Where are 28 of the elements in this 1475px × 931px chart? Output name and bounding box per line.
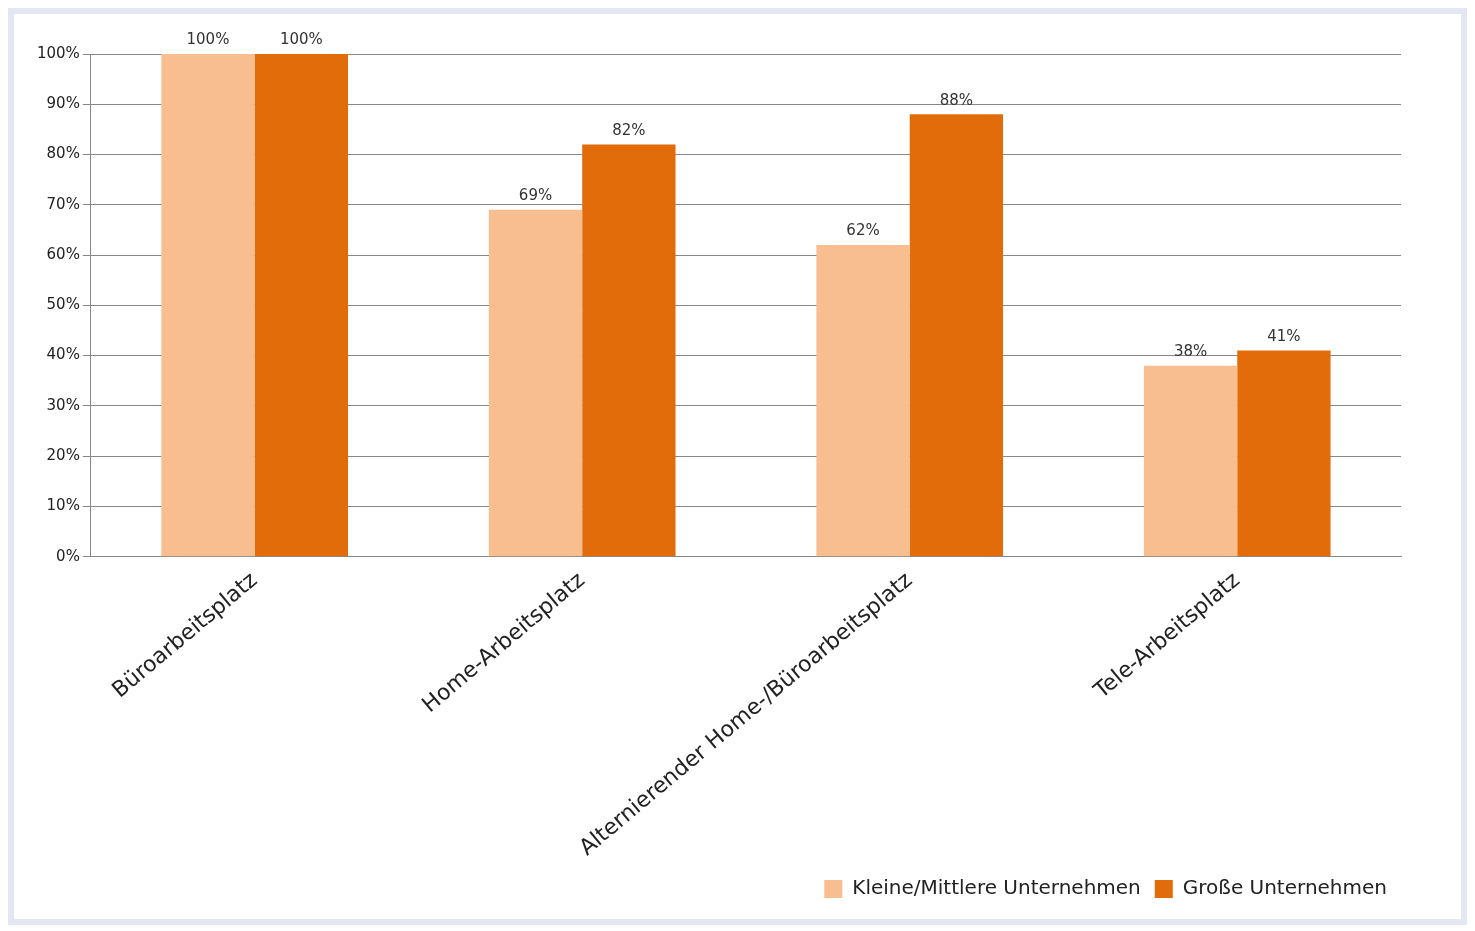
bar	[909, 114, 1004, 557]
y-tick-label: 100%	[36, 43, 80, 62]
y-tick-label: 10%	[46, 496, 80, 515]
legend-label: Kleine/Mittlere Unternehmen	[852, 875, 1141, 900]
data-label: 82%	[612, 120, 646, 139]
bar	[161, 54, 255, 557]
bar	[254, 54, 348, 557]
data-label: 88%	[939, 90, 974, 109]
data-label: 100%	[279, 30, 323, 49]
y-tick-label: 0%	[56, 546, 80, 565]
y-tick-label: 60%	[46, 244, 80, 263]
legend-label: Große Unternehmen	[1182, 875, 1388, 900]
y-tick-label: 40%	[46, 345, 80, 364]
data-label: 62%	[846, 221, 880, 240]
y-tick-label: 90%	[46, 94, 80, 113]
data-label: 41%	[1267, 326, 1301, 345]
y-tick-label: 80%	[46, 144, 80, 163]
bar	[816, 245, 910, 557]
y-tick-label: 50%	[46, 295, 80, 314]
bar	[488, 209, 583, 557]
y-tick-label: 30%	[46, 395, 80, 414]
bar	[1143, 365, 1238, 557]
bar	[1237, 350, 1331, 557]
data-label: 100%	[186, 30, 230, 49]
y-tick-label: 20%	[46, 446, 80, 464]
y-tick-label: 70%	[46, 194, 80, 213]
bar	[582, 144, 676, 557]
data-label: 69%	[518, 186, 553, 205]
